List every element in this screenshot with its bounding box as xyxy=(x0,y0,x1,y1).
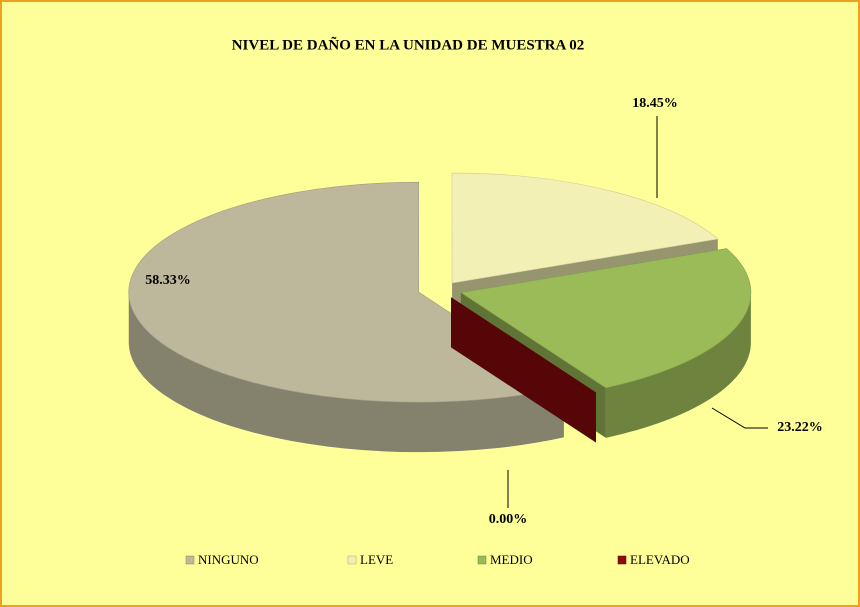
legend-label: ELEVADO xyxy=(630,552,690,567)
legend-swatch xyxy=(477,555,487,565)
data-label: 0.00% xyxy=(489,512,528,527)
slice xyxy=(451,297,596,443)
slice-top xyxy=(460,248,752,389)
legend-swatch xyxy=(185,555,195,565)
data-label: 18.45% xyxy=(632,96,678,111)
slice-wall xyxy=(128,292,564,453)
legend-swatch xyxy=(347,555,357,565)
legend-swatch xyxy=(617,555,627,565)
leader-line xyxy=(711,407,768,429)
data-label: 23.22% xyxy=(777,420,823,435)
legend-label: NINGUNO xyxy=(198,552,259,567)
data-label: 58.33% xyxy=(145,273,191,288)
legend-label: MEDIO xyxy=(490,552,533,567)
chart-title: NIVEL DE DAÑO EN LA UNIDAD DE MUESTRA 02 xyxy=(232,35,585,53)
slice-side xyxy=(451,297,596,443)
slice-wall xyxy=(605,292,751,438)
slice-top xyxy=(451,172,719,284)
legend-label: LEVE xyxy=(360,552,393,567)
